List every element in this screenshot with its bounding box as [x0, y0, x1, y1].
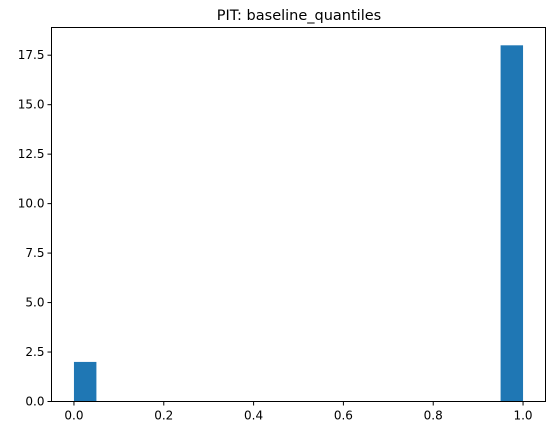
x-tick-label: 0.2 [154, 409, 173, 423]
y-axis-ticks: 0.0 2.5 5.0 7.5 10.0 12.5 15.0 17.5 [18, 48, 52, 408]
y-tick-label: 7.5 [25, 246, 44, 260]
y-tick-label: 5.0 [25, 296, 44, 310]
x-tick-label: 1.0 [513, 409, 532, 423]
histogram-bar-0 [74, 362, 96, 402]
bars-group [74, 45, 523, 401]
y-tick-label: 2.5 [25, 345, 44, 359]
y-tick-label: 0.0 [25, 395, 44, 409]
chart-title: PIT: baseline_quantiles [217, 8, 381, 24]
y-tick-label: 12.5 [18, 147, 45, 161]
x-tick-label: 0.4 [244, 409, 263, 423]
histogram-bar-1 [501, 45, 523, 401]
y-tick-label: 17.5 [18, 48, 45, 62]
x-tick-label: 0.6 [334, 409, 353, 423]
y-tick-label: 10.0 [18, 197, 45, 211]
plot-frame [52, 28, 546, 402]
x-tick-label: 0.8 [424, 409, 443, 423]
x-tick-label: 0.0 [64, 409, 83, 423]
y-tick-label: 15.0 [18, 98, 45, 112]
x-axis-ticks: 0.0 0.2 0.4 0.6 0.8 1.0 [64, 402, 532, 423]
